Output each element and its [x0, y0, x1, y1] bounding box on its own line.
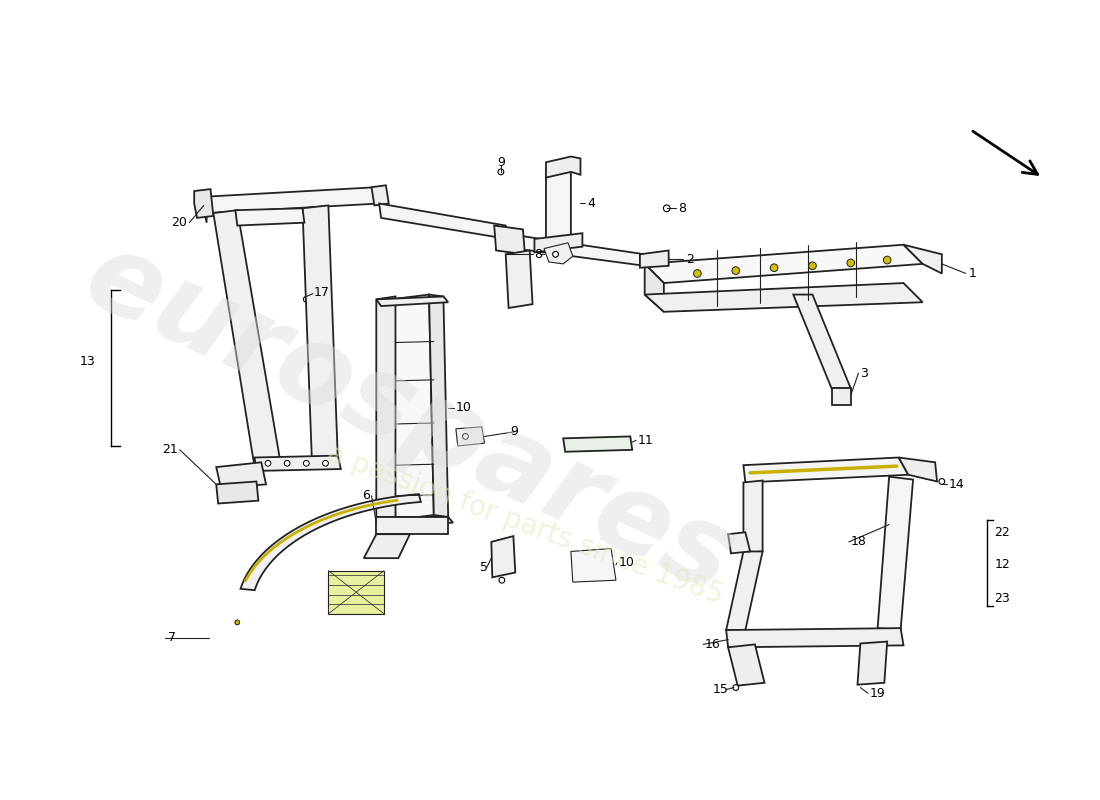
- Polygon shape: [213, 210, 280, 467]
- Circle shape: [732, 266, 739, 274]
- Polygon shape: [546, 157, 581, 178]
- Text: 8: 8: [679, 202, 686, 214]
- Circle shape: [883, 256, 891, 264]
- Polygon shape: [204, 187, 380, 213]
- Text: 12: 12: [994, 558, 1010, 571]
- Polygon shape: [376, 297, 448, 306]
- Polygon shape: [241, 494, 421, 590]
- Circle shape: [694, 270, 701, 278]
- Polygon shape: [254, 455, 341, 471]
- Text: 17: 17: [314, 286, 330, 299]
- Circle shape: [304, 297, 309, 302]
- Polygon shape: [376, 517, 453, 525]
- Polygon shape: [506, 250, 532, 308]
- Text: 1: 1: [969, 267, 977, 280]
- Text: 15: 15: [712, 683, 728, 696]
- Circle shape: [663, 205, 670, 212]
- Polygon shape: [645, 264, 664, 312]
- Polygon shape: [492, 536, 515, 578]
- Circle shape: [498, 169, 504, 174]
- Polygon shape: [494, 226, 525, 254]
- Circle shape: [847, 259, 855, 266]
- Polygon shape: [195, 189, 213, 218]
- Polygon shape: [832, 389, 850, 405]
- Polygon shape: [728, 532, 750, 554]
- Text: 18: 18: [850, 535, 867, 548]
- Polygon shape: [571, 549, 616, 582]
- Polygon shape: [302, 206, 338, 465]
- Circle shape: [733, 685, 738, 690]
- Text: 22: 22: [994, 526, 1010, 538]
- Polygon shape: [204, 197, 207, 222]
- Circle shape: [552, 251, 559, 257]
- Text: 9: 9: [510, 425, 518, 438]
- Polygon shape: [379, 203, 507, 239]
- Polygon shape: [728, 645, 764, 686]
- Text: 3: 3: [860, 366, 868, 380]
- Polygon shape: [645, 245, 923, 283]
- Polygon shape: [903, 245, 942, 274]
- Polygon shape: [364, 534, 410, 558]
- Circle shape: [939, 478, 945, 484]
- Polygon shape: [372, 186, 388, 206]
- Polygon shape: [793, 294, 850, 389]
- Text: 21: 21: [162, 443, 178, 456]
- Polygon shape: [544, 242, 573, 264]
- Circle shape: [499, 578, 505, 583]
- Polygon shape: [726, 628, 903, 647]
- Circle shape: [322, 460, 329, 466]
- Circle shape: [770, 264, 778, 271]
- Polygon shape: [455, 427, 485, 446]
- Polygon shape: [640, 250, 669, 268]
- Text: 4: 4: [587, 197, 595, 210]
- Polygon shape: [235, 208, 305, 226]
- Polygon shape: [217, 462, 266, 488]
- Polygon shape: [515, 235, 645, 266]
- Circle shape: [463, 434, 469, 439]
- Text: 16: 16: [705, 638, 720, 651]
- Polygon shape: [390, 294, 433, 520]
- Text: 13: 13: [79, 355, 96, 368]
- Text: 14: 14: [948, 478, 965, 491]
- Text: 20: 20: [172, 216, 187, 229]
- Text: 23: 23: [994, 592, 1010, 605]
- Polygon shape: [563, 437, 632, 452]
- Text: 2: 2: [686, 253, 694, 266]
- Polygon shape: [496, 227, 520, 254]
- Circle shape: [284, 460, 290, 466]
- Text: 7: 7: [168, 631, 176, 644]
- Text: 6: 6: [362, 490, 370, 502]
- Polygon shape: [878, 477, 913, 630]
- Text: 8: 8: [535, 248, 542, 261]
- Text: a passion for parts since 1985: a passion for parts since 1985: [323, 440, 727, 610]
- Polygon shape: [217, 482, 258, 503]
- Circle shape: [304, 460, 309, 466]
- Text: 11: 11: [638, 434, 653, 446]
- Circle shape: [235, 620, 240, 625]
- Polygon shape: [858, 642, 888, 685]
- Circle shape: [808, 262, 816, 270]
- Polygon shape: [329, 570, 384, 614]
- Polygon shape: [645, 283, 923, 312]
- Text: 10: 10: [455, 401, 472, 414]
- Polygon shape: [376, 517, 448, 534]
- Text: 9: 9: [497, 156, 505, 169]
- Polygon shape: [546, 162, 571, 245]
- Polygon shape: [726, 551, 762, 630]
- Text: 10: 10: [619, 557, 635, 570]
- Polygon shape: [429, 294, 448, 517]
- Text: 5: 5: [481, 562, 488, 574]
- Polygon shape: [744, 481, 762, 554]
- Text: 19: 19: [870, 687, 886, 700]
- Polygon shape: [744, 458, 909, 482]
- Circle shape: [265, 460, 271, 466]
- Polygon shape: [899, 458, 937, 482]
- Polygon shape: [376, 297, 396, 520]
- Text: eurospares: eurospares: [69, 222, 751, 616]
- Polygon shape: [535, 234, 582, 252]
